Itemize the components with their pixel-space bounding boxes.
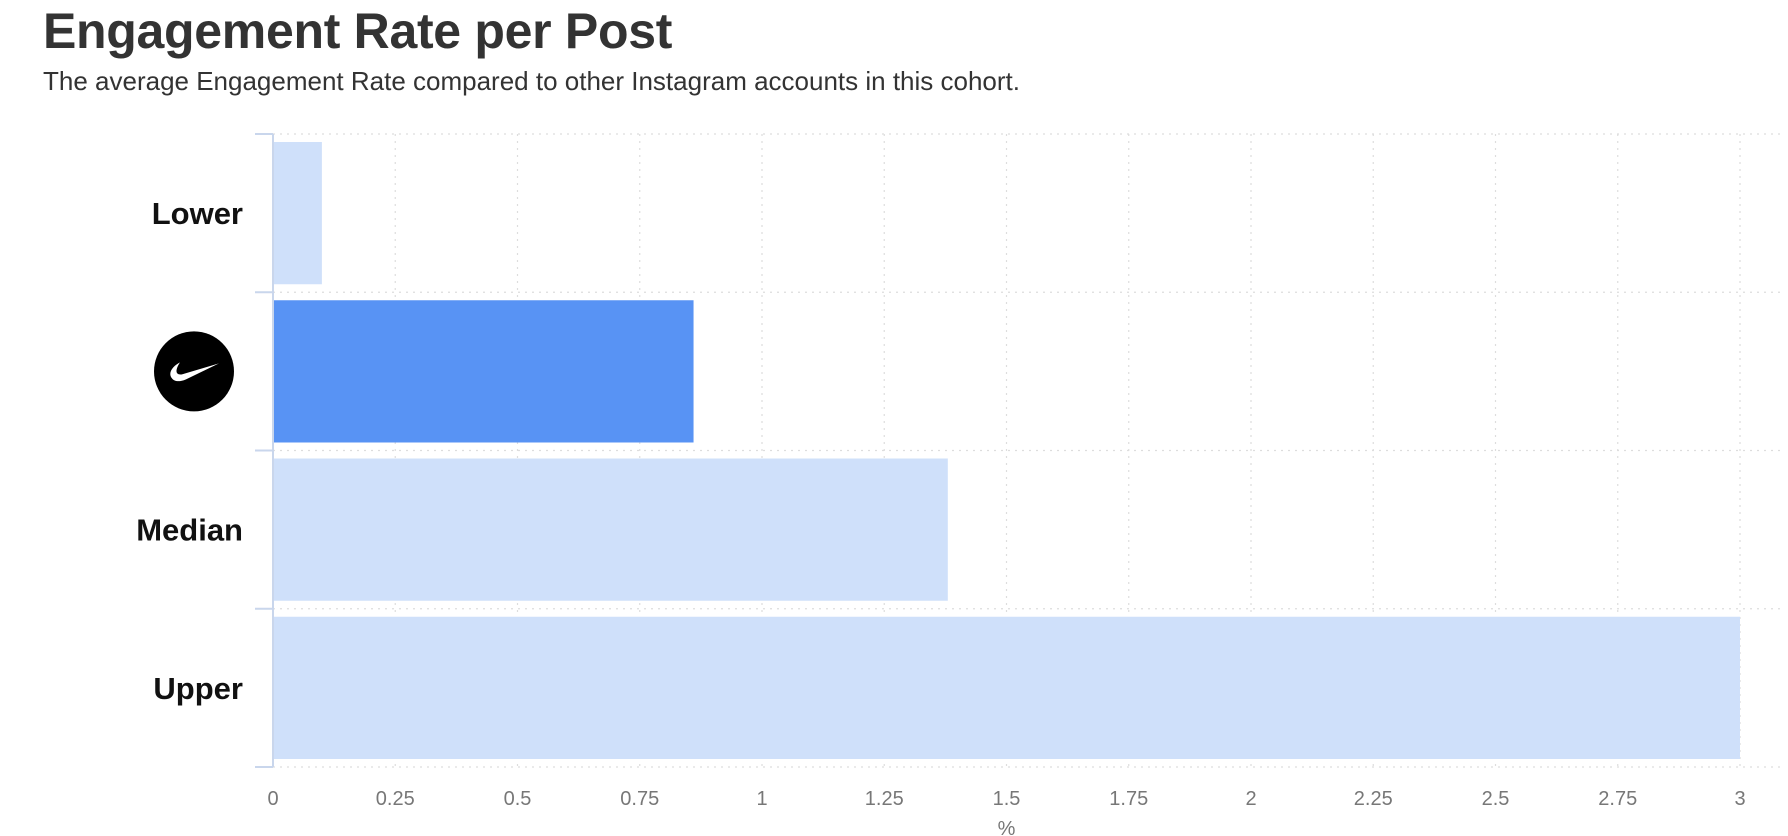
- swoosh-shape: [170, 362, 219, 382]
- x-tick-label: 2: [1245, 788, 1256, 810]
- bar: [273, 142, 322, 285]
- x-tick-label: 2.25: [1354, 788, 1393, 810]
- x-tick-labels: 0 0.25 0.5 0.75 1 1.25 1.5 1.75 2 2.25 2.5 2.75 3: [267, 788, 1745, 810]
- category-label: Median: [136, 513, 243, 548]
- x-tick-label: 1.75: [1109, 788, 1148, 810]
- x-axis-label: %: [998, 818, 1016, 836]
- x-tick-label: 3: [1734, 788, 1745, 810]
- x-tick-label: 1.25: [865, 788, 904, 810]
- x-tick-label: 1: [756, 788, 767, 810]
- chart-subtitle: The average Engagement Rate compared to …: [43, 66, 1020, 96]
- bar: [273, 458, 948, 601]
- chart-title: Engagement Rate per Post: [43, 3, 673, 59]
- axes: [255, 133, 274, 768]
- bars: [273, 142, 1740, 759]
- x-tick-label: 2.5: [1482, 788, 1510, 810]
- x-tick-label: 1.5: [993, 788, 1021, 810]
- x-tick-label: 0.25: [376, 788, 415, 810]
- x-tick-label: 0.5: [504, 788, 532, 810]
- grid-lines: [272, 133, 1780, 768]
- bar: [273, 300, 694, 443]
- x-tick-label: 2.75: [1598, 788, 1637, 810]
- nike-logo-icon: [154, 331, 234, 412]
- x-tick-label: 0.75: [620, 788, 659, 810]
- bar: [273, 616, 1740, 759]
- category-label: Lower: [152, 196, 243, 231]
- category-label: Upper: [153, 671, 243, 706]
- category-labels: Lower Median Upper: [136, 196, 243, 706]
- x-tick-label: 0: [267, 788, 278, 810]
